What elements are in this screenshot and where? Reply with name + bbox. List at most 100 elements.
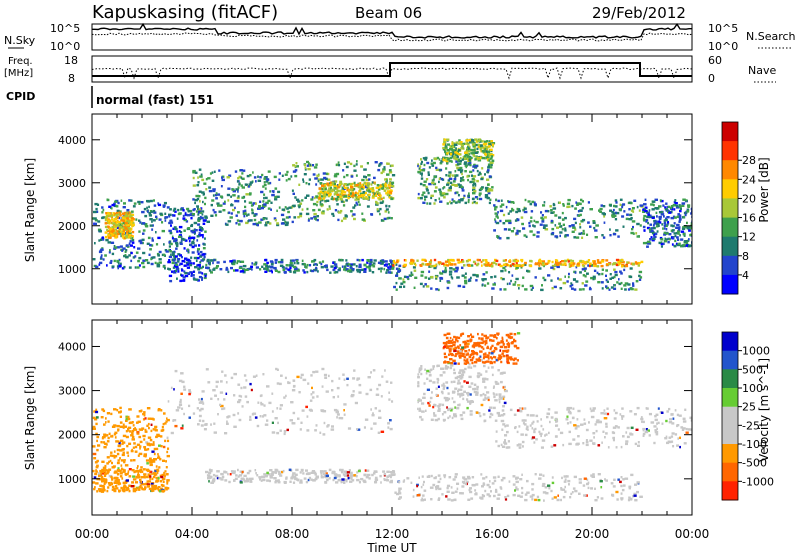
heatmap-cell (338, 268, 341, 271)
heatmap-cell (364, 469, 367, 472)
heatmap-cell (122, 206, 126, 209)
heatmap-cell (379, 259, 383, 263)
heatmap-cell (269, 269, 271, 273)
heatmap-cell (121, 249, 124, 252)
heatmap-cell (367, 187, 370, 190)
heatmap-cell (246, 174, 250, 178)
heatmap-cell (359, 188, 362, 191)
heatmap-cell (654, 220, 658, 223)
heatmap-cell (135, 475, 138, 479)
heatmap-cell (311, 396, 315, 399)
heatmap-cell (356, 428, 359, 431)
heatmap-cell (467, 264, 471, 267)
heatmap-cell (504, 269, 507, 272)
heatmap-cell (156, 433, 160, 437)
heatmap-cell (488, 485, 491, 489)
heatmap-cell (265, 217, 268, 220)
heatmap-cell (482, 259, 485, 262)
heatmap-cell (340, 470, 344, 474)
heatmap-cell (461, 266, 464, 269)
heatmap-cell (219, 403, 222, 407)
heatmap-cell (425, 372, 428, 375)
heatmap-cell (324, 188, 327, 191)
heatmap-cell (343, 265, 347, 268)
heatmap-cell (328, 477, 331, 480)
heatmap-cell (174, 369, 178, 373)
heatmap-cell (597, 261, 601, 264)
heatmap-cell (274, 198, 278, 201)
heatmap-cell (199, 261, 202, 264)
heatmap-cell (581, 268, 585, 271)
heatmap-cell (451, 416, 454, 420)
heatmap-cell (171, 242, 173, 246)
heatmap-cell (472, 175, 477, 178)
heatmap-cell (100, 470, 105, 473)
heatmap-cell (324, 265, 328, 269)
heatmap-cell (652, 226, 656, 230)
heatmap-cell (304, 164, 307, 167)
heatmap-cell (600, 281, 604, 284)
heatmap-cell (438, 487, 442, 491)
heatmap-cell (650, 203, 654, 206)
heatmap-cell (630, 209, 634, 212)
heatmap-cell (248, 201, 253, 204)
heatmap-cell (191, 242, 195, 245)
heatmap-cell (575, 236, 580, 239)
heatmap-cell (663, 224, 666, 228)
heatmap-cell (454, 473, 458, 476)
heatmap-cell (324, 475, 328, 479)
heatmap-cell (445, 158, 449, 161)
heatmap-cell (292, 170, 297, 173)
heatmap-cell (131, 421, 134, 424)
heatmap-cell (371, 187, 375, 190)
heatmap-cell (459, 414, 463, 417)
heatmap-cell (372, 412, 374, 415)
heatmap-cell (426, 263, 430, 266)
heatmap-cell (573, 278, 576, 281)
heatmap-cell (452, 268, 456, 271)
heatmap-cell (157, 236, 161, 240)
heatmap-cell (593, 226, 596, 230)
heatmap-cell (380, 395, 383, 398)
heatmap-cell (420, 264, 423, 267)
heatmap-cell (175, 263, 178, 266)
heatmap-cell (92, 445, 96, 448)
heatmap-cell (385, 271, 388, 274)
heatmap-cell (459, 157, 462, 160)
heatmap-cell (212, 473, 216, 477)
heatmap-cell (484, 146, 487, 150)
heatmap-cell (629, 213, 633, 217)
heatmap-cell (366, 259, 370, 262)
heatmap-cell (431, 264, 435, 268)
heatmap-cell (516, 207, 519, 211)
heatmap-cell (100, 248, 104, 251)
heatmap-cell (370, 408, 372, 411)
heatmap-cell (460, 388, 463, 391)
heatmap-cell (451, 152, 455, 156)
heatmap-cell (138, 219, 141, 222)
freq-trace (92, 62, 692, 77)
heatmap-cell (634, 261, 638, 264)
heatmap-cell (101, 238, 105, 241)
heatmap-cell (512, 283, 516, 286)
heatmap-cell (237, 190, 239, 193)
heatmap-cell (386, 187, 390, 190)
heatmap-cell (514, 219, 518, 222)
heatmap-cell (673, 244, 676, 248)
heatmap-cell (541, 284, 543, 287)
heatmap-cell (146, 480, 149, 483)
heatmap-cell (224, 200, 226, 203)
heatmap-cell (550, 266, 554, 269)
heatmap-cell (435, 277, 438, 280)
heatmap-cell (144, 455, 147, 458)
heatmap-cell (464, 482, 467, 486)
heatmap-cell (388, 398, 391, 401)
heatmap-cell (417, 192, 420, 196)
heatmap-cell (462, 393, 465, 396)
heatmap-cell (604, 478, 606, 481)
heatmap-cell (556, 265, 560, 269)
heatmap-cell (489, 161, 494, 164)
heatmap-cell (171, 261, 175, 265)
heatmap-cell (213, 211, 217, 214)
heatmap-cell (561, 263, 564, 266)
